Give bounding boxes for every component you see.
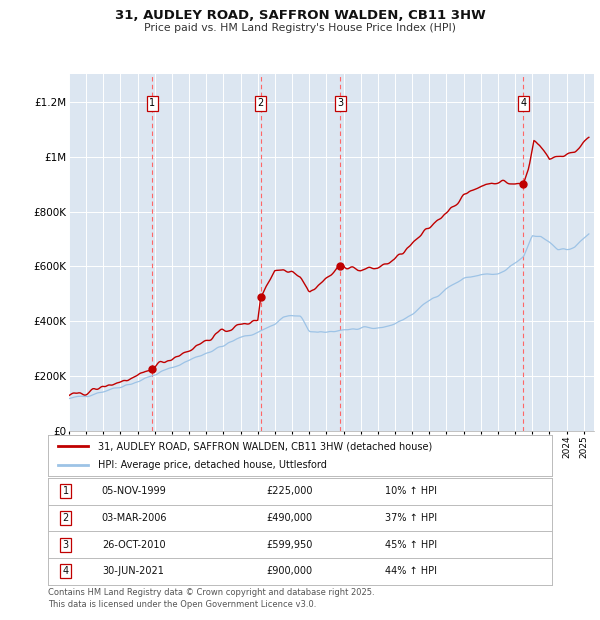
- Text: 4: 4: [520, 98, 527, 108]
- Text: £490,000: £490,000: [267, 513, 313, 523]
- Text: 4: 4: [62, 566, 69, 577]
- Text: 3: 3: [337, 98, 343, 108]
- Text: 44% ↑ HPI: 44% ↑ HPI: [385, 566, 437, 577]
- Text: £225,000: £225,000: [266, 486, 313, 497]
- Text: 2: 2: [257, 98, 264, 108]
- Text: HPI: Average price, detached house, Uttlesford: HPI: Average price, detached house, Uttl…: [98, 459, 327, 470]
- Text: 31, AUDLEY ROAD, SAFFRON WALDEN, CB11 3HW (detached house): 31, AUDLEY ROAD, SAFFRON WALDEN, CB11 3H…: [98, 441, 433, 451]
- Text: £599,950: £599,950: [267, 539, 313, 550]
- Text: 31, AUDLEY ROAD, SAFFRON WALDEN, CB11 3HW: 31, AUDLEY ROAD, SAFFRON WALDEN, CB11 3H…: [115, 9, 485, 22]
- Text: 45% ↑ HPI: 45% ↑ HPI: [385, 539, 437, 550]
- Text: 2: 2: [62, 513, 69, 523]
- Text: 3: 3: [62, 539, 69, 550]
- Text: 26-OCT-2010: 26-OCT-2010: [102, 539, 166, 550]
- Text: 1: 1: [62, 486, 69, 497]
- Text: Contains HM Land Registry data © Crown copyright and database right 2025.
This d: Contains HM Land Registry data © Crown c…: [48, 588, 374, 609]
- Text: £900,000: £900,000: [267, 566, 313, 577]
- Text: 37% ↑ HPI: 37% ↑ HPI: [385, 513, 437, 523]
- Text: Price paid vs. HM Land Registry's House Price Index (HPI): Price paid vs. HM Land Registry's House …: [144, 23, 456, 33]
- Text: 1: 1: [149, 98, 155, 108]
- Text: 10% ↑ HPI: 10% ↑ HPI: [385, 486, 437, 497]
- Text: 03-MAR-2006: 03-MAR-2006: [101, 513, 166, 523]
- Text: 05-NOV-1999: 05-NOV-1999: [101, 486, 166, 497]
- Text: 30-JUN-2021: 30-JUN-2021: [103, 566, 164, 577]
